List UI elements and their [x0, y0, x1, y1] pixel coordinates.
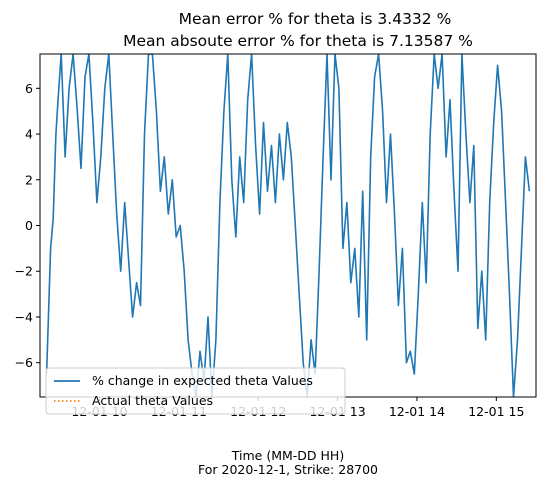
series-layer [45, 54, 531, 397]
y-tick-label: 2 [25, 172, 33, 187]
legend: % change in expected theta Values Actual… [45, 367, 346, 415]
y-tick-label: −6 [15, 355, 33, 370]
y-tick-label: −4 [15, 309, 33, 324]
y-tick-label: 0 [25, 218, 33, 233]
legend-box [45, 367, 346, 415]
y-tick-label: 4 [25, 127, 33, 142]
legend-label-expected: % change in expected theta Values [92, 373, 313, 388]
x-axis-label: Time (MM-DD HH) [231, 448, 344, 463]
chart-subtitle: Mean absoute error % for theta is 7.1358… [123, 32, 473, 50]
x-tick-label: 12-01 14 [389, 404, 445, 419]
y-axis: −6 −4 −2 0 2 4 6 [15, 81, 40, 370]
x-axis-sublabel: For 2020-12-1, Strike: 28700 [198, 462, 378, 477]
y-tick-label: 6 [25, 81, 33, 96]
series-line-0 [45, 54, 531, 397]
x-tick-label: 12-01 15 [468, 404, 524, 419]
legend-label-actual: Actual theta Values [92, 393, 213, 408]
y-tick-label: −2 [15, 264, 33, 279]
chart-title: Mean error % for theta is 3.4332 % [179, 10, 452, 28]
